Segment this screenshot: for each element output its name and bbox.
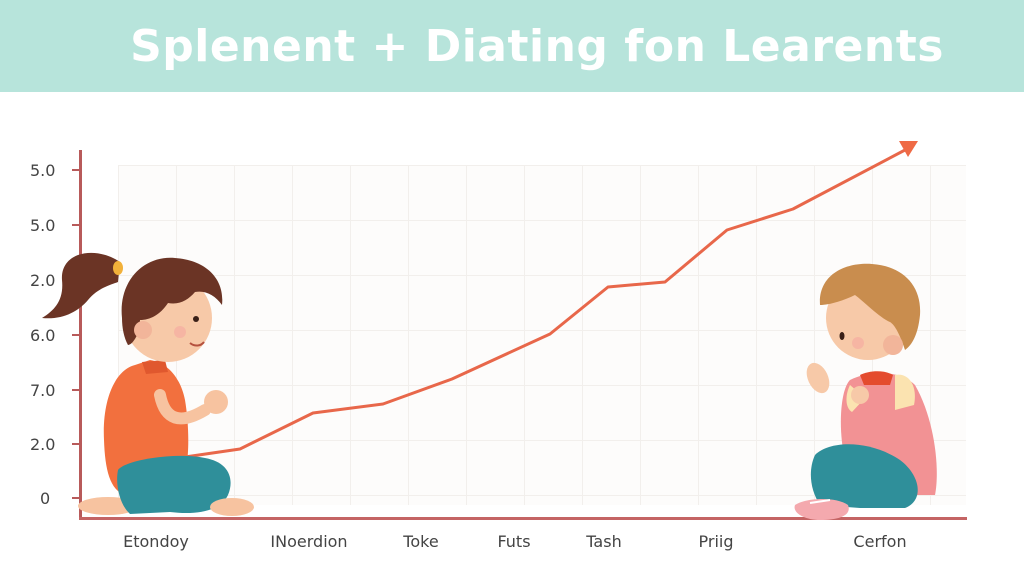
x-tick-label: Priig xyxy=(698,532,734,551)
y-tick-label: 7.0 xyxy=(30,381,56,400)
y-axis xyxy=(79,150,82,520)
x-tick-label: Toke xyxy=(403,532,439,551)
y-tick xyxy=(72,497,80,499)
x-tick-label: Etondoy xyxy=(123,532,189,551)
y-tick-label: 2.0 xyxy=(30,435,56,454)
x-tick-label: INoerdion xyxy=(270,532,348,551)
x-tick-label: Futs xyxy=(497,532,531,551)
y-tick-label: 6.0 xyxy=(30,326,56,345)
y-tick-label: 2.0 xyxy=(30,271,56,290)
x-axis xyxy=(79,517,967,520)
y-tick xyxy=(72,334,80,336)
y-tick-label: 0 xyxy=(40,489,51,508)
header-banner: Splenent + Diating fon Learents xyxy=(0,0,1024,92)
plot-area-grid xyxy=(118,165,966,505)
y-tick-label: 5.0 xyxy=(30,161,56,180)
y-tick xyxy=(72,224,80,226)
y-tick xyxy=(72,389,80,391)
x-tick-label: Cerfon xyxy=(853,532,907,551)
arrow-head-icon xyxy=(899,141,918,157)
y-tick-label: 5.0 xyxy=(30,216,56,235)
x-tick-label: Tash xyxy=(586,532,622,551)
y-tick xyxy=(72,443,80,445)
y-tick xyxy=(72,169,80,171)
chart-title: Splenent + Diating fon Learents xyxy=(130,20,944,72)
